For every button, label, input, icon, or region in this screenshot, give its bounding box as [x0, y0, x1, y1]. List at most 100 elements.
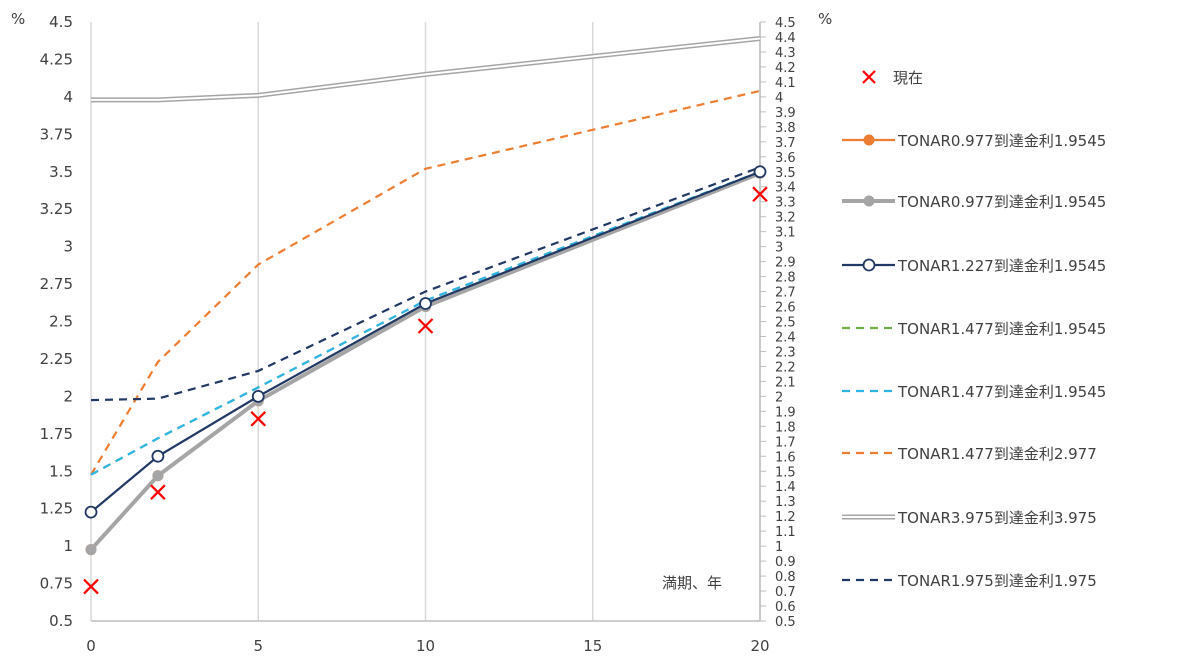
left-y-tick-label: 4 [63, 88, 73, 106]
right-y-tick-label: 1.6 [775, 450, 796, 465]
right-y-tick-label: 4.2 [775, 61, 796, 76]
left-y-tick-label: 0.75 [40, 575, 73, 593]
x-tick-label: 5 [253, 637, 263, 655]
x-marker [83, 578, 99, 595]
right-axis-unit: % [818, 10, 832, 28]
legend-item: 現在 [862, 69, 923, 87]
grid [90, 22, 761, 621]
x-marker-stroke [250, 411, 267, 427]
left-y-tick-label: 4.25 [40, 50, 73, 68]
data-point [84, 505, 98, 519]
x-marker-stroke [752, 186, 768, 202]
right-y-tick-label: 2.8 [775, 271, 796, 286]
legend-marker [862, 258, 876, 272]
right-y-tick-label: 3 [775, 241, 783, 256]
right-y-tick-label: 1.3 [775, 495, 796, 510]
series-7 [91, 35, 761, 103]
right-y-tick-label: 2.7 [775, 286, 796, 301]
legend-label: TONAR1.477到達金利1.9545 [897, 320, 1106, 338]
legend-item: TONAR1.477到達金利2.977 [842, 445, 1097, 463]
x-marker [752, 186, 768, 202]
legend-label: TONAR0.977到達金利1.9545 [897, 132, 1106, 150]
right-y-tick-label: 4 [775, 91, 783, 106]
right-y-tick-label: 3.1 [775, 226, 796, 241]
right-y-tick-label: 2.9 [775, 256, 796, 271]
left-y-tick-label: 4.5 [49, 13, 73, 31]
series-group [83, 35, 768, 595]
left-y-tick-label: 2.5 [49, 313, 73, 331]
legend-label: TONAR1.227到達金利1.9545 [897, 257, 1106, 275]
left-y-tick-label: 2 [63, 387, 73, 405]
right-y-tick-label: 2.3 [775, 345, 796, 360]
right-y-tick-label: 3.3 [775, 196, 796, 211]
series-3 [84, 165, 767, 519]
x-tick-label: 0 [86, 637, 96, 655]
x-marker [250, 411, 267, 427]
axes: 0 5 10 15 20 0.5 0.75 1 1.25 1.5 1.75 2 2.25 2.5 2.75 3… [40, 13, 796, 655]
series-0 [83, 186, 768, 595]
right-y-tick-label: 4.1 [775, 76, 796, 91]
legend-marker [863, 134, 875, 146]
x-marker [862, 70, 876, 84]
data-point [151, 449, 165, 463]
x-marker-stroke [417, 318, 434, 334]
left-y-tick-label: 3.5 [49, 163, 73, 181]
right-y-tick-label: 1.7 [775, 435, 796, 450]
legend-item: TONAR0.977到達金利1.9545 [842, 193, 1106, 211]
legend-label: TONAR0.977到達金利1.9545 [897, 193, 1106, 211]
legend-label: TONAR1.975到達金利1.975 [897, 572, 1097, 590]
left-y-tick-label: 1.5 [49, 462, 73, 480]
x-marker-stroke [83, 578, 99, 595]
right-y-tick-label: 2.2 [775, 360, 796, 375]
right-y-tick-label: 0.7 [775, 585, 796, 600]
right-y-tick-label: 2.4 [775, 330, 796, 345]
x-tick-label: 15 [583, 637, 602, 655]
series-5 [90, 170, 761, 476]
right-y-tick-label: 2.1 [775, 375, 796, 390]
series-line [90, 170, 761, 476]
right-y-tick-label: 4.4 [775, 31, 796, 46]
right-y-tick-label: 0.9 [775, 555, 796, 570]
legend-item: TONAR1.975到達金利1.975 [842, 572, 1097, 590]
right-y-tick-label: 2 [775, 390, 783, 405]
right-y-tick-label: 3.9 [775, 106, 796, 121]
x-tick-label: 10 [416, 637, 435, 655]
data-point [152, 470, 164, 482]
legend-label: TONAR1.477到達金利1.9545 [897, 383, 1106, 401]
data-point [419, 297, 432, 310]
x-marker-stroke [862, 70, 876, 84]
left-y-tick-label: 3.75 [40, 125, 73, 143]
series-line-inner [91, 37, 761, 101]
legend-item: TONAR0.977到達金利1.9545 [842, 132, 1106, 150]
legend: 現在 TONAR0.977到達金利1.9545 TONAR0.977到達金利1.95… [842, 69, 1106, 590]
right-y-tick-label: 3.8 [775, 121, 796, 136]
left-y-tick-label: 0.5 [49, 612, 73, 630]
left-y-tick-label: 3 [63, 238, 73, 256]
right-y-tick-label: 1.9 [775, 405, 796, 420]
right-y-tick-label: 2.5 [775, 316, 796, 331]
legend-item: TONAR1.227到達金利1.9545 [842, 257, 1106, 275]
data-point [753, 165, 767, 179]
right-y-tick-label: 0.5 [775, 615, 796, 630]
legend-item: TONAR1.477到達金利1.9545 [842, 383, 1106, 401]
right-y-tick-label: 1.1 [775, 525, 796, 540]
data-point [85, 544, 97, 556]
right-y-tick-label: 1.4 [775, 480, 796, 495]
right-y-tick-label: 1.2 [775, 510, 796, 525]
right-y-tick-label: 4.3 [775, 46, 796, 61]
legend-label: 現在 [893, 69, 923, 87]
right-y-tick-label: 1 [775, 540, 783, 555]
legend-marker [863, 195, 875, 207]
right-y-tick-label: 2.6 [775, 301, 796, 316]
left-y-tick-label: 3.25 [40, 200, 73, 218]
series-8 [90, 166, 761, 402]
right-y-tick-label: 3.6 [775, 151, 796, 166]
x-axis-note: 満期、年 [662, 574, 722, 592]
right-y-tick-label: 3.5 [775, 166, 796, 181]
right-y-tick-label: 3.7 [775, 136, 796, 151]
left-y-tick-label: 2.75 [40, 275, 73, 293]
left-y-tick-label: 1.75 [40, 425, 73, 443]
right-y-tick-label: 3.2 [775, 211, 796, 226]
right-y-tick-label: 3.4 [775, 181, 796, 196]
